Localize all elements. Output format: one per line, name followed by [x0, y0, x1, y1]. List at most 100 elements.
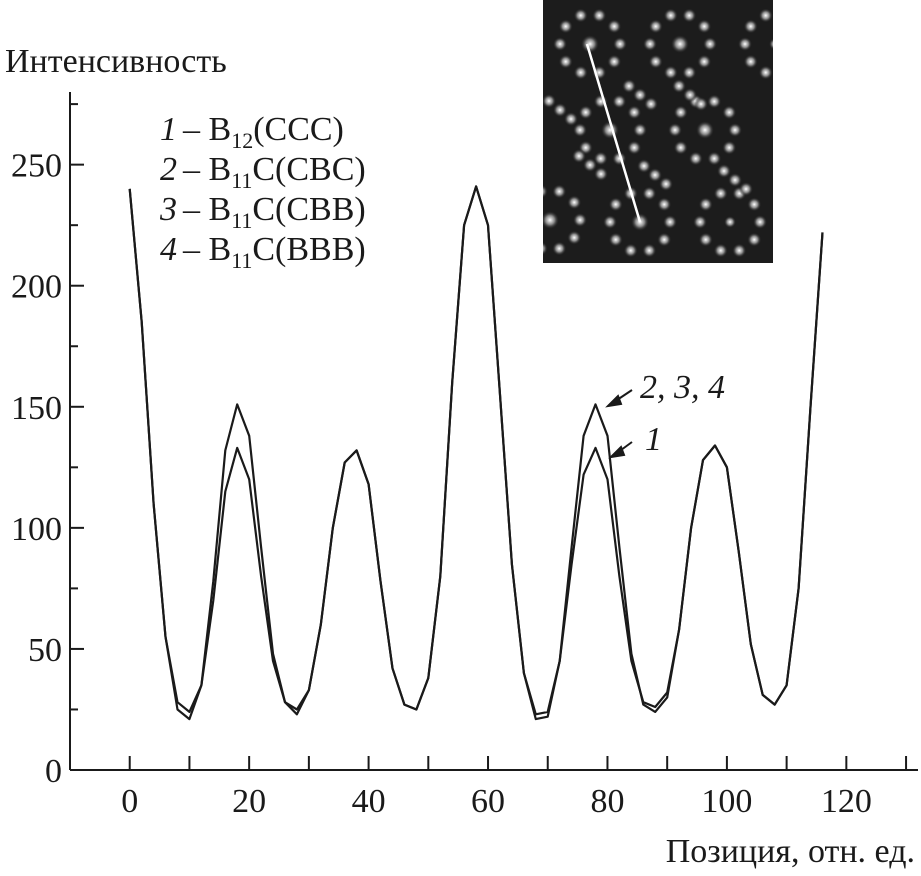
inset-dot	[697, 54, 712, 69]
inset-dot	[592, 8, 607, 23]
inset-dot	[558, 54, 573, 69]
legend-entry: 1– B12(CCC)	[160, 111, 344, 153]
inset-dot	[758, 65, 773, 80]
inset-dot	[627, 105, 642, 120]
inset-dot	[724, 216, 736, 228]
inset-dot	[696, 121, 714, 139]
inset-dot	[564, 112, 578, 126]
inset-dot	[627, 140, 642, 155]
legend-key: 4	[160, 231, 177, 268]
inset-dot	[633, 88, 647, 102]
legend-text: – B	[182, 191, 231, 228]
inset-dot	[519, 231, 533, 245]
y-tick-label: 200	[11, 269, 62, 306]
inset-dot	[798, 37, 812, 51]
y-tick-label: 0	[45, 753, 62, 790]
inset-dot	[567, 195, 582, 210]
inset-dot	[743, 54, 758, 69]
inset-dot	[673, 105, 688, 120]
legend-text: – B	[182, 231, 231, 268]
inset-dot	[688, 151, 703, 166]
inset-dot	[698, 197, 713, 212]
inset-dot	[683, 88, 697, 102]
inset-dot	[663, 215, 677, 229]
inset-dot	[698, 232, 713, 247]
inset-dot	[578, 105, 593, 120]
inset-dot	[707, 94, 722, 109]
inset-dot	[693, 215, 707, 229]
inset-dot	[644, 97, 658, 111]
inset-dot	[581, 35, 599, 53]
inset-dot	[648, 19, 663, 34]
inset-dot	[792, 55, 806, 69]
inset-dot	[732, 243, 747, 258]
inset-dot	[747, 232, 762, 247]
inset-dot	[642, 243, 657, 258]
x-tick-label: 120	[821, 783, 872, 820]
inset-dot	[753, 215, 767, 229]
inset-dot	[747, 197, 762, 212]
legend-sub: 12	[231, 128, 253, 153]
inset-dot	[613, 37, 627, 51]
inset-dot	[583, 158, 597, 172]
inset-dot	[607, 54, 622, 69]
y-tick-label: 100	[11, 511, 62, 548]
inset-dot	[567, 230, 582, 245]
x-tick-label: 80	[590, 783, 624, 820]
inset-dot	[603, 215, 617, 229]
inset-dot	[682, 8, 697, 23]
inset-dot	[607, 19, 622, 34]
inset-dot	[552, 241, 567, 256]
inset-dot	[558, 19, 573, 34]
inset-dot	[777, 66, 791, 80]
inset-dot	[608, 232, 623, 247]
inset-dot	[573, 123, 587, 137]
legend-tail: (CCC)	[253, 111, 344, 148]
legend-tail: C(BBB)	[252, 231, 365, 268]
inset-dot	[673, 140, 688, 155]
inset-dot	[573, 213, 587, 227]
inset-dot	[792, 19, 806, 33]
inset-dot	[707, 151, 722, 166]
inset-dot	[672, 79, 686, 93]
inset-dot	[777, 8, 791, 22]
inset-dot	[758, 8, 773, 23]
inset-dot	[663, 65, 678, 80]
series-label: 2, 3, 4	[640, 369, 725, 406]
inset-dot	[722, 105, 737, 120]
inset-dot	[738, 37, 752, 51]
inset-dot	[703, 37, 717, 51]
inset-dot	[513, 213, 527, 227]
series-line	[128, 185, 824, 721]
inset-dot	[573, 8, 588, 23]
legend-tail: C(CBC)	[252, 151, 365, 188]
inset-dot	[543, 94, 556, 108]
inset-dot	[543, 211, 559, 229]
inset-dot	[713, 243, 728, 258]
inset-dot	[594, 167, 608, 181]
legend-tail: C(CBB)	[252, 191, 365, 228]
inset-dot	[743, 19, 758, 34]
legend-key: 1	[160, 111, 177, 148]
legend-entry: 4– B11C(BBB)	[160, 231, 366, 273]
legend-entry: 2– B11C(CBC)	[160, 151, 366, 193]
y-tick-label: 150	[11, 390, 62, 427]
inset-dot	[552, 184, 567, 199]
inset-dot	[608, 197, 623, 212]
inset-dot	[543, 184, 548, 199]
inset-dot	[659, 177, 673, 191]
inset-dot	[722, 140, 737, 155]
y-axis-label: Интенсивность	[5, 43, 227, 80]
inset-dot	[543, 241, 548, 256]
legend-entry: 3– B11C(CBB)	[159, 191, 366, 233]
series-label: 1	[645, 421, 662, 458]
y-tick-label: 250	[11, 148, 62, 185]
inset-dot	[682, 65, 697, 80]
inset-dot	[657, 232, 672, 247]
inset-dot	[643, 37, 657, 51]
inset-dot	[648, 54, 663, 69]
inset-dot	[623, 243, 638, 258]
inset-dot	[642, 186, 657, 201]
inset-dot	[728, 123, 742, 137]
